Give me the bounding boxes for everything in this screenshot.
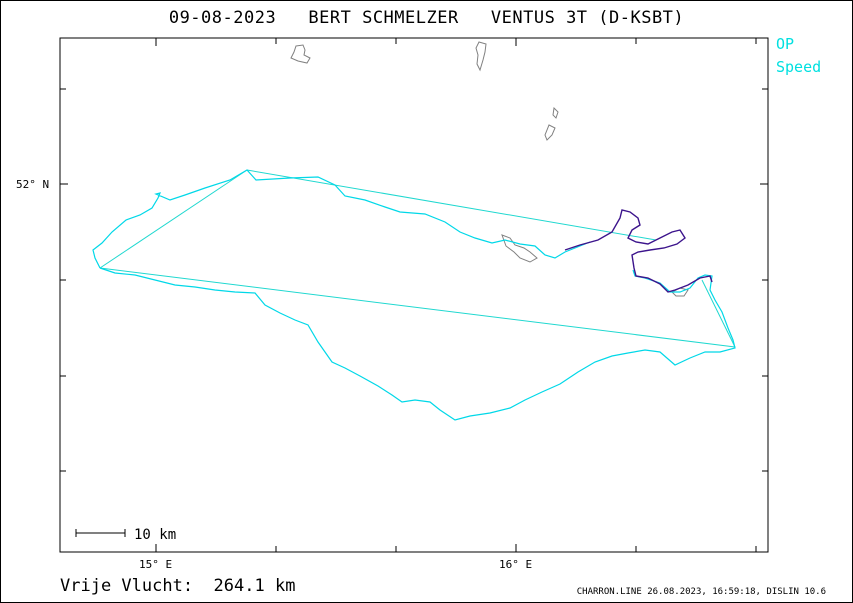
flight-track-dark — [564, 209, 713, 293]
left-ticks — [60, 88, 68, 472]
top-ticks — [155, 38, 757, 46]
software-credit: CHARRON.LINE 26.08.2023, 16:59:18, DISLI… — [576, 587, 826, 597]
lon-label-15e: 15° E — [139, 558, 172, 571]
task-leg-2 — [99, 169, 248, 269]
task-leg-4 — [701, 279, 736, 348]
flight-date: 09-08-2023 — [168, 8, 277, 28]
task-lines — [99, 169, 736, 348]
flight-track — [92, 169, 736, 421]
lake-2 — [475, 41, 487, 72]
scale-label: 10 km — [134, 527, 176, 543]
distance-value: 264.1 km — [213, 576, 296, 596]
legend-item-op: OP — [776, 35, 795, 53]
lon-label-16e: 16° E — [499, 558, 532, 571]
lake-3 — [552, 106, 559, 119]
distance-summary: Vrije Vlucht: 264.1 km — [60, 576, 295, 596]
right-ticks — [760, 88, 768, 472]
pilot-name: BERT SCHMELZER — [308, 8, 459, 28]
lake-5 — [501, 234, 538, 263]
lake-1 — [290, 44, 311, 64]
bottom-ticks — [155, 544, 757, 552]
water-bodies — [290, 41, 689, 297]
plot-area — [59, 37, 769, 553]
legend: OP Speed — [776, 33, 821, 79]
task-leg-3 — [99, 267, 736, 348]
task-leg-1 — [246, 169, 657, 241]
scale-bar — [75, 529, 126, 537]
lake-4 — [544, 124, 556, 141]
legend-item-speed: Speed — [776, 58, 822, 76]
lat-label-52n: 52° N — [16, 178, 49, 191]
distance-label: Vrije Vlucht: — [60, 576, 194, 596]
aircraft-name: VENTUS 3T (D-KSBT) — [490, 8, 685, 28]
flight-title: 09-08-2023 BERT SCHMELZER VENTUS 3T (D-K… — [0, 8, 853, 28]
